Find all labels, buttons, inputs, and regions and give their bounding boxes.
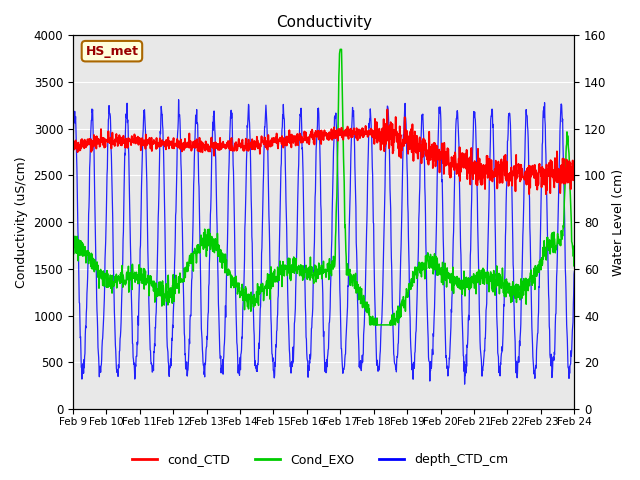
Legend: cond_CTD, Cond_EXO, depth_CTD_cm: cond_CTD, Cond_EXO, depth_CTD_cm (127, 448, 513, 471)
Title: Conductivity: Conductivity (276, 15, 372, 30)
Text: HS_met: HS_met (85, 45, 138, 58)
Y-axis label: Conductivity (uS/cm): Conductivity (uS/cm) (15, 156, 28, 288)
Y-axis label: Water Level (cm): Water Level (cm) (612, 168, 625, 276)
